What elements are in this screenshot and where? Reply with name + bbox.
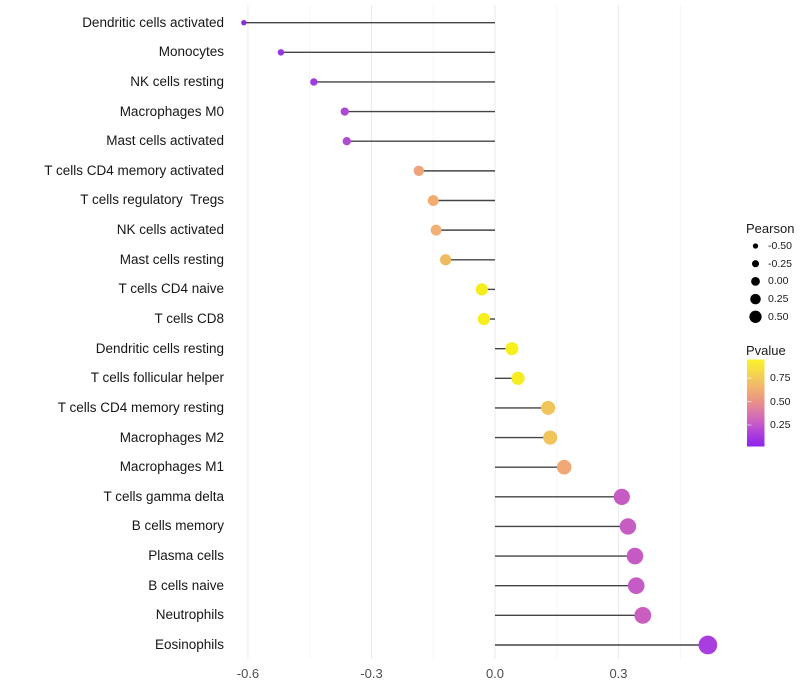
dot-monocytes xyxy=(277,49,285,56)
x-tick-label-0.0: 0.0 xyxy=(485,666,505,681)
dot-dendritic-cells-activated xyxy=(241,19,247,26)
category-label-t-cells-cd4-memory-resting: T cells CD4 memory resting xyxy=(57,399,224,415)
pvalue-colorbar xyxy=(747,359,765,447)
category-label-eosinophils: Eosinophils xyxy=(154,636,224,652)
x-tick-label--0.3: -0.3 xyxy=(360,666,383,681)
size-legend-label-0.00: 0.00 xyxy=(768,275,789,288)
size-legend-title: Pearson xyxy=(746,221,795,236)
category-label-plasma-cells: Plasma cells xyxy=(148,548,224,564)
pvalue-legend-label-0.25: 0.25 xyxy=(770,418,791,431)
dot-neutrophils xyxy=(634,606,652,624)
dot-eosinophils xyxy=(698,635,718,655)
category-label-dendritic-cells-resting: Dendritic cells resting xyxy=(95,340,224,356)
size-legend-dot-0.00 xyxy=(751,277,760,286)
size-legend-label-0.50: 0.50 xyxy=(768,310,789,323)
lollipop-rows xyxy=(241,19,718,655)
category-label-dendritic-cells-activated: Dendritic cells activated xyxy=(82,14,224,30)
size-legend-dots xyxy=(749,243,762,323)
category-label-t-cells-gamma-delta: T cells gamma delta xyxy=(103,488,224,504)
x-tick-label-0.3: 0.3 xyxy=(609,666,628,681)
category-label-t-cells-cd8: T cells CD8 xyxy=(154,311,224,327)
x-tick-label--0.6: -0.6 xyxy=(236,666,260,681)
size-legend-label--0.25: -0.25 xyxy=(768,257,792,270)
category-label-b-cells-naive: B cells naive xyxy=(148,577,224,593)
dot-mast-cells-activated xyxy=(342,137,351,146)
pvalue-legend-label-0.75: 0.75 xyxy=(770,372,791,385)
category-label-macrophages-m0: Macrophages M0 xyxy=(119,103,224,119)
category-label-mast-cells-resting: Mast cells resting xyxy=(119,251,224,267)
dot-mast-cells-resting xyxy=(440,254,452,266)
dot-t-cells-cd4-naive xyxy=(475,283,488,296)
size-legend-label-0.25: 0.25 xyxy=(768,293,789,306)
size-legend-dot-0.25 xyxy=(750,293,761,305)
dot-nk-cells-resting xyxy=(310,78,318,86)
category-label-nk-cells-resting: NK cells resting xyxy=(130,73,224,89)
dot-b-cells-naive xyxy=(627,577,645,595)
dot-t-cells-cd4-memory-resting xyxy=(541,400,556,415)
category-label-nk-cells-activated: NK cells activated xyxy=(116,222,224,238)
category-label-t-cells-cd4-naive: T cells CD4 naive xyxy=(118,281,224,297)
category-label-macrophages-m2: Macrophages M2 xyxy=(119,429,224,445)
category-label-t-cells-regulatory-tregs: T cells regulatory Tregs xyxy=(80,192,224,208)
dot-nk-cells-activated xyxy=(430,224,442,236)
category-label-t-cells-cd4-memory-activated: T cells CD4 memory activated xyxy=(44,162,224,178)
category-label-mast-cells-activated: Mast cells activated xyxy=(106,133,224,149)
dot-macrophages-m1 xyxy=(556,459,572,475)
pvalue-colorbar-ticks xyxy=(747,377,752,426)
dot-t-cells-follicular-helper xyxy=(511,371,525,385)
dot-t-cells-regulatory-tregs xyxy=(427,195,439,206)
category-label-b-cells-memory: B cells memory xyxy=(131,518,224,534)
category-label-t-cells-follicular-helper: T cells follicular helper xyxy=(90,370,224,386)
color-legend-title: Pvalue xyxy=(746,343,786,358)
dot-t-cells-cd8 xyxy=(477,312,491,326)
size-legend-dot-0.50 xyxy=(749,310,762,323)
pvalue-legend-label-0.50: 0.50 xyxy=(770,395,791,408)
size-legend-label--0.50: -0.50 xyxy=(768,240,792,252)
category-label-macrophages-m1: Macrophages M1 xyxy=(119,459,224,475)
pvalue-gradient-bar xyxy=(747,359,765,447)
dot-t-cells-cd4-memory-activated xyxy=(413,165,425,177)
dot-macrophages-m0 xyxy=(340,107,349,116)
size-legend-dot--0.25 xyxy=(751,260,760,268)
size-legend-dot--0.50 xyxy=(752,243,759,249)
dot-dendritic-cells-resting xyxy=(505,342,519,356)
dot-macrophages-m2 xyxy=(543,430,558,445)
dot-t-cells-gamma-delta xyxy=(613,488,630,505)
gridlines xyxy=(247,5,681,659)
category-label-neutrophils: Neutrophils xyxy=(155,607,224,623)
category-label-monocytes: Monocytes xyxy=(158,44,224,60)
dot-plasma-cells xyxy=(626,547,644,565)
dot-b-cells-memory xyxy=(619,518,637,535)
